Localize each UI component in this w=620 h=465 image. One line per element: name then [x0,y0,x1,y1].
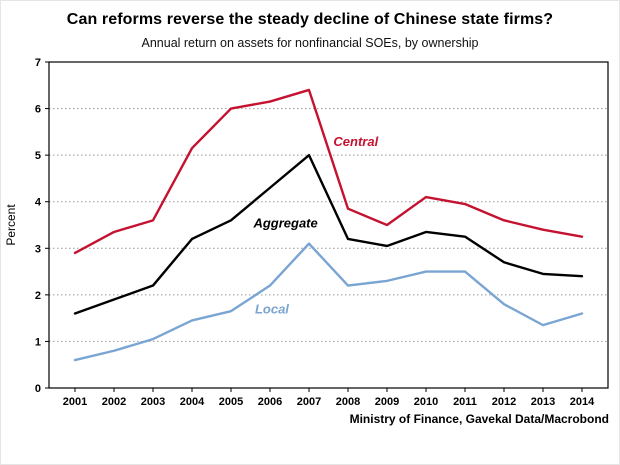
plot-border [48,61,609,389]
x-tick-label: 2009 [375,396,399,408]
y-tick-label: 7 [35,57,41,69]
series-line-local [73,242,584,362]
y-tick-label: 3 [35,243,41,255]
x-tick-label: 2005 [219,396,243,408]
series-line-central [73,88,584,255]
line-chart: 0 1 2 3 4 5 6 7 2001 2002 2003 2004 2005 2006 2007 2008… [4,57,609,408]
chart-subtitle: Annual return on assets for nonfinancial… [141,36,479,50]
x-tick-label: 2014 [570,396,595,408]
x-tick-label: 2004 [180,396,205,408]
x-tick-label: 2007 [297,396,321,408]
x-tick-label: 2006 [258,396,282,408]
y-tick-label: 4 [35,197,42,209]
x-tick-label: 2008 [336,396,360,408]
y-tick-label: 2 [35,290,41,302]
x-tick-label: 2012 [492,396,516,408]
x-tick-label: 2002 [102,396,126,408]
x-tick-label: 2013 [531,396,555,408]
x-tick-label: 2001 [63,396,87,408]
y-tick-label: 0 [35,383,41,395]
y-axis-title: Percent [4,204,18,246]
series-label-aggregate: Aggregate [252,215,317,230]
x-tick-label: 2011 [453,396,477,408]
series-label-local: Local [255,301,289,316]
y-tick-label: 5 [35,150,41,162]
source-note: Ministry of Finance, Gavekal Data/Macrob… [349,412,609,426]
series-label-central: Central [333,134,378,149]
y-tick-label: 1 [35,336,41,348]
x-tick-label: 2003 [141,396,165,408]
chart-title: Can reforms reverse the steady decline o… [66,11,554,28]
x-tick-label: 2010 [414,396,438,408]
series-line-aggregate [73,153,584,315]
y-tick-label: 6 [35,104,41,116]
